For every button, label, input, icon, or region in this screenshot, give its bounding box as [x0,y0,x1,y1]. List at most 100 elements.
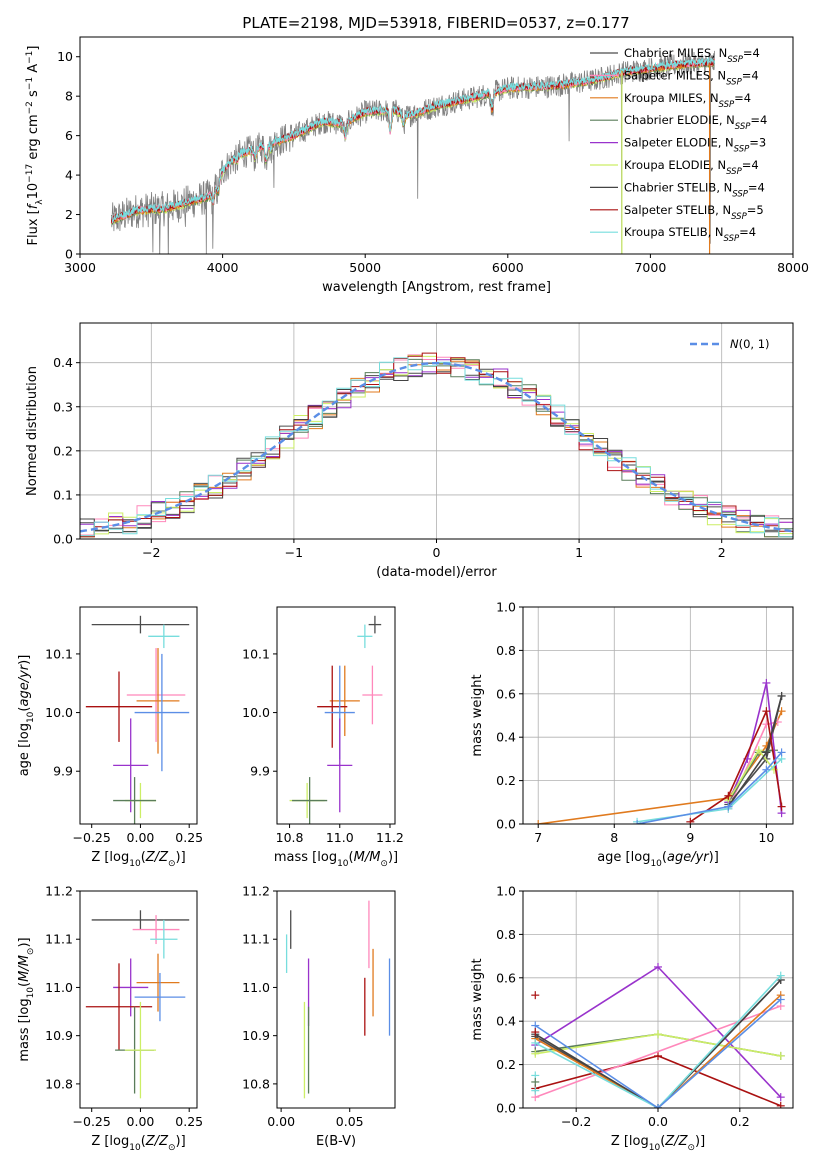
y-tick-label: 0.0 [496,1101,516,1116]
x-tick-label: −0.2 [561,1114,591,1129]
legend-label-text: Kroupa ELODIE, N [624,158,726,172]
x-tick-label: 7000 [634,260,666,275]
mass-weight-marker [531,1086,540,1095]
mass-weight-marker [654,1104,662,1108]
mass-weight-line [689,708,783,823]
legend-label-text: Salpeter ELODIE, N [624,136,734,150]
x-tick-label: 0.2 [730,1114,750,1129]
errorbar-point [134,972,186,1022]
y-axis-label: age [log10(age/yr)] [17,655,36,777]
legend-label: Chabrier ELODIE, NSSP=4 [624,113,767,132]
x-tick-label: 6000 [492,260,524,275]
errorbar-point [124,1001,157,1099]
y-axis-label: Normed distribution [25,366,40,496]
mass-weight-marker [633,820,642,824]
y-axis-label: mass weight [470,958,485,1040]
plot-area [285,900,391,1099]
errorbar-point [136,648,180,754]
plot-area [80,352,793,538]
x-tick-label: 8000 [777,260,809,275]
axes-frame [79,36,794,255]
y-tick-label: 0.1 [53,487,73,502]
x-tick-label: 0.05 [336,1114,364,1129]
y-tick-label: 10.8 [242,1076,270,1091]
legend-label-sub: SSP [735,122,751,132]
mass-weight-marker [762,748,771,757]
panel-spectrum: 3000 4000 5000 6000 7000 8000 0 2 4 6 8 10 wavelengt… [25,36,809,295]
errorbar-point [91,615,190,634]
mass-weight-marker [777,707,786,716]
x-tick-label: 0 [433,545,441,560]
y-tick-label: 10.9 [242,1028,270,1043]
mass-weight-marker [776,1093,785,1102]
panel-age_vs_Z: −0.25 0.00 0.25 9.9 10.0 10.1 Z [log10(Z/Z⊙)] a… [17,606,203,869]
axes: 0.00 0.05 10.8 10.9 11.0 11.1 11.2 E(B-V) [242,884,396,1149]
mass-weight-marker [654,962,662,971]
legend-label: Kroupa ELODIE, NSSP=4 [624,158,759,177]
mass-weight-marker [531,1049,540,1058]
errorbar-point [136,953,180,1012]
mass-weight-marker [534,820,543,824]
axes-frame [522,606,794,825]
x-axis-label: age [log10(age/yr)] [597,850,719,869]
mass-weight-marker [654,1030,662,1039]
x-axis-label: wavelength [Angstrom, rest frame] [322,280,551,295]
legend-label-sub: SSP [731,212,747,222]
axes: −0.25 0.00 0.25 10.8 10.9 11.0 11.1 11.2 Z [log1… [17,884,203,1154]
errorbar-point [317,665,348,748]
panel-residuals: −2 −1 0 1 2 0.0 0.1 0.2 0.3 0.4 (data-model)/error… [25,322,794,580]
y-tick-label: 11.2 [242,884,270,899]
x-tick-label: 5000 [349,260,381,275]
spectrum-data-line [111,50,715,254]
y-tick-label: 0.3 [53,399,73,414]
plot-area [531,962,785,1108]
mass-weight-marker [654,1051,662,1060]
plot-area [85,910,190,1099]
y-tick-label: 10.1 [242,646,270,661]
y-tick-label: 9.9 [53,764,73,779]
axes: −0.25 0.00 0.25 9.9 10.0 10.1 Z [log10(Z/Z⊙)] a… [17,606,203,869]
y-axis-label: mass weight [470,674,485,756]
mass-weight-marker [762,765,771,774]
x-tick-label: −1 [285,545,303,560]
legend-label-tail: =4 [742,158,759,172]
x-tick-label: 10.8 [276,830,304,845]
mass-weight-marker [531,991,540,1000]
errorbar-point [91,910,190,930]
y-tick-label: 11.2 [45,884,73,899]
legend-label-sub: SSP [726,167,742,177]
y-tick-label: 11.1 [242,932,270,947]
legend-label-text: Chabrier ELODIE, N [624,113,735,127]
errorbar-point [357,624,373,649]
y-tick-label: 0.6 [496,970,516,985]
y-tick-label: 0.4 [496,730,516,745]
errorbar-point [134,653,190,772]
x-tick-label: −0.25 [73,830,111,845]
x-axis-label: Z [log10(Z/Z⊙)] [611,1134,705,1153]
y-tick-label: 11.0 [45,980,73,995]
legend-label: Chabrier STELIB, NSSP=4 [624,180,765,199]
errorbar-point [85,671,153,742]
legend-label: Salpeter MILES, NSSP=4 [624,68,759,87]
legend-label-tail: =5 [747,203,764,217]
x-tick-label: 2 [718,545,726,560]
panel-mass_weight_vs_Z: −0.2 0.0 0.2 0.0 0.2 0.4 0.6 0.8 1.0 Z [log10(Z/Z… [470,884,794,1153]
y-tick-label: 0.2 [496,773,516,788]
legend-label-tail: =4 [739,225,756,239]
y-tick-label: 10.0 [45,705,73,720]
panel-age_vs_mass: 10.8 11.0 11.2 9.9 10.0 10.1 mass [log10(M/M⊙)… [242,606,404,869]
y-tick-label: 11.0 [242,980,270,995]
mass-weight-marker [531,1077,540,1086]
mass-weight-marker [531,1038,540,1047]
y-axis-label: Flux [fλ10−17 erg cm−2 s−1 A−1] [25,46,45,246]
axes-frame [276,890,396,1109]
x-tick-label: 10 [758,830,774,845]
errorbar-point [150,919,178,959]
panel-mass_vs_Z: −0.25 0.00 0.25 10.8 10.9 11.0 11.1 11.2 Z [log1… [17,884,203,1154]
errorbar-point [368,615,382,634]
y-tick-label: 2 [65,207,73,222]
legend-label-text: Kroupa STELIB, N [624,225,724,239]
x-tick-label: 7 [534,830,542,845]
